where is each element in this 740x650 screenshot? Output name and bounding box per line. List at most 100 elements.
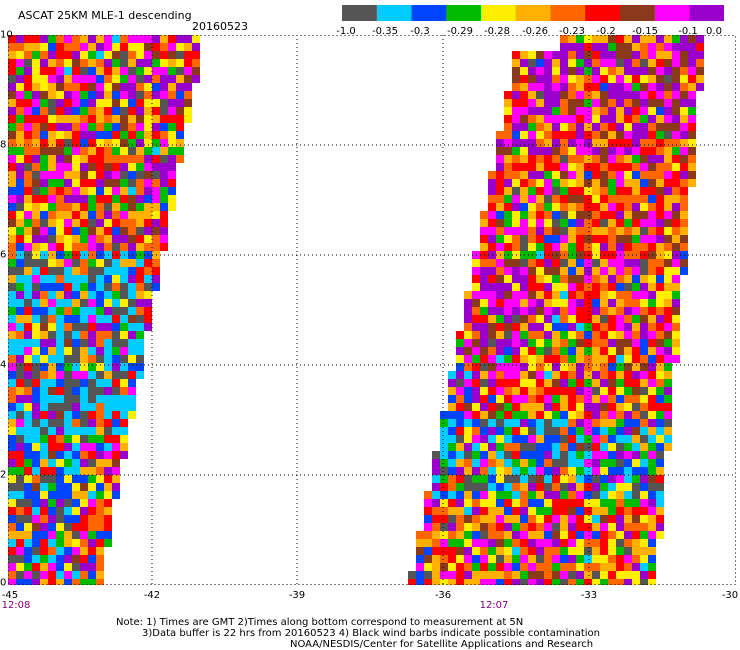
wind-cell — [56, 235, 64, 243]
wind-cell — [136, 243, 144, 251]
wind-cell — [80, 379, 88, 387]
wind-cell — [168, 187, 176, 195]
wind-cell — [504, 227, 512, 235]
wind-cell — [416, 555, 424, 563]
wind-cell — [528, 131, 536, 139]
wind-cell — [640, 123, 648, 131]
wind-cell — [536, 299, 544, 307]
wind-cell — [576, 443, 584, 451]
wind-cell — [576, 555, 584, 563]
wind-cell — [112, 339, 120, 347]
wind-cell — [584, 347, 592, 355]
wind-cell — [120, 443, 128, 451]
wind-cell — [528, 379, 536, 387]
wind-cell — [40, 475, 48, 483]
wind-cell — [128, 339, 136, 347]
wind-cell — [88, 203, 96, 211]
wind-cell — [464, 323, 472, 331]
wind-cell — [96, 467, 104, 475]
wind-cell — [640, 275, 648, 283]
wind-cell — [512, 467, 520, 475]
wind-cell — [48, 499, 56, 507]
wind-cell — [664, 267, 672, 275]
wind-cell — [672, 243, 680, 251]
wind-cell — [56, 515, 64, 523]
wind-cell — [16, 99, 24, 107]
wind-cell — [64, 35, 72, 43]
wind-cell — [504, 99, 512, 107]
wind-cell — [120, 195, 128, 203]
wind-cell — [520, 291, 528, 299]
wind-cell — [648, 467, 656, 475]
wind-cell — [576, 371, 584, 379]
wind-cell — [32, 259, 40, 267]
wind-cell — [136, 315, 144, 323]
wind-cell — [456, 395, 464, 403]
wind-cell — [632, 347, 640, 355]
wind-cell — [112, 99, 120, 107]
wind-cell — [16, 371, 24, 379]
wind-cell — [40, 443, 48, 451]
wind-cell — [640, 371, 648, 379]
wind-cell — [592, 259, 600, 267]
wind-cell — [608, 315, 616, 323]
wind-cell — [528, 187, 536, 195]
wind-cell — [72, 307, 80, 315]
wind-cell — [112, 291, 120, 299]
wind-cell — [624, 507, 632, 515]
wind-cell — [584, 59, 592, 67]
wind-cell — [32, 219, 40, 227]
wind-cell — [120, 435, 128, 443]
wind-cell — [576, 435, 584, 443]
wind-cell — [24, 307, 32, 315]
wind-cell — [528, 451, 536, 459]
wind-cell — [648, 443, 656, 451]
wind-cell — [32, 83, 40, 91]
wind-cell — [24, 347, 32, 355]
wind-cell — [552, 107, 560, 115]
wind-cell — [648, 155, 656, 163]
wind-cell — [608, 307, 616, 315]
wind-cell — [104, 275, 112, 283]
wind-cell — [568, 51, 576, 59]
wind-cell — [600, 219, 608, 227]
wind-cell — [80, 347, 88, 355]
wind-cell — [104, 499, 112, 507]
wind-cell — [104, 355, 112, 363]
wind-cell — [568, 499, 576, 507]
wind-cell — [568, 339, 576, 347]
wind-cell — [552, 243, 560, 251]
wind-cell — [128, 75, 136, 83]
wind-cell — [416, 571, 424, 579]
wind-cell — [496, 507, 504, 515]
wind-cell — [192, 75, 200, 83]
wind-cell — [440, 483, 448, 491]
wind-cell — [560, 531, 568, 539]
wind-cell — [144, 219, 152, 227]
wind-cell — [568, 211, 576, 219]
wind-cell — [152, 243, 160, 251]
wind-cell — [24, 107, 32, 115]
wind-cell — [576, 59, 584, 67]
wind-cell — [640, 43, 648, 51]
wind-cell — [24, 123, 32, 131]
wind-cell — [456, 411, 464, 419]
wind-cell — [568, 419, 576, 427]
wind-cell — [696, 51, 704, 59]
wind-cell — [552, 203, 560, 211]
wind-cell — [552, 371, 560, 379]
wind-cell — [48, 347, 56, 355]
wind-cell — [480, 379, 488, 387]
wind-cell — [448, 515, 456, 523]
wind-cell — [496, 323, 504, 331]
wind-cell — [600, 539, 608, 547]
wind-cell — [72, 403, 80, 411]
wind-cell — [416, 531, 424, 539]
wind-cell — [528, 315, 536, 323]
wind-cell — [624, 115, 632, 123]
wind-cell — [576, 115, 584, 123]
wind-cell — [656, 211, 664, 219]
wind-cell — [472, 331, 480, 339]
wind-cell — [112, 411, 120, 419]
wind-cell — [24, 275, 32, 283]
